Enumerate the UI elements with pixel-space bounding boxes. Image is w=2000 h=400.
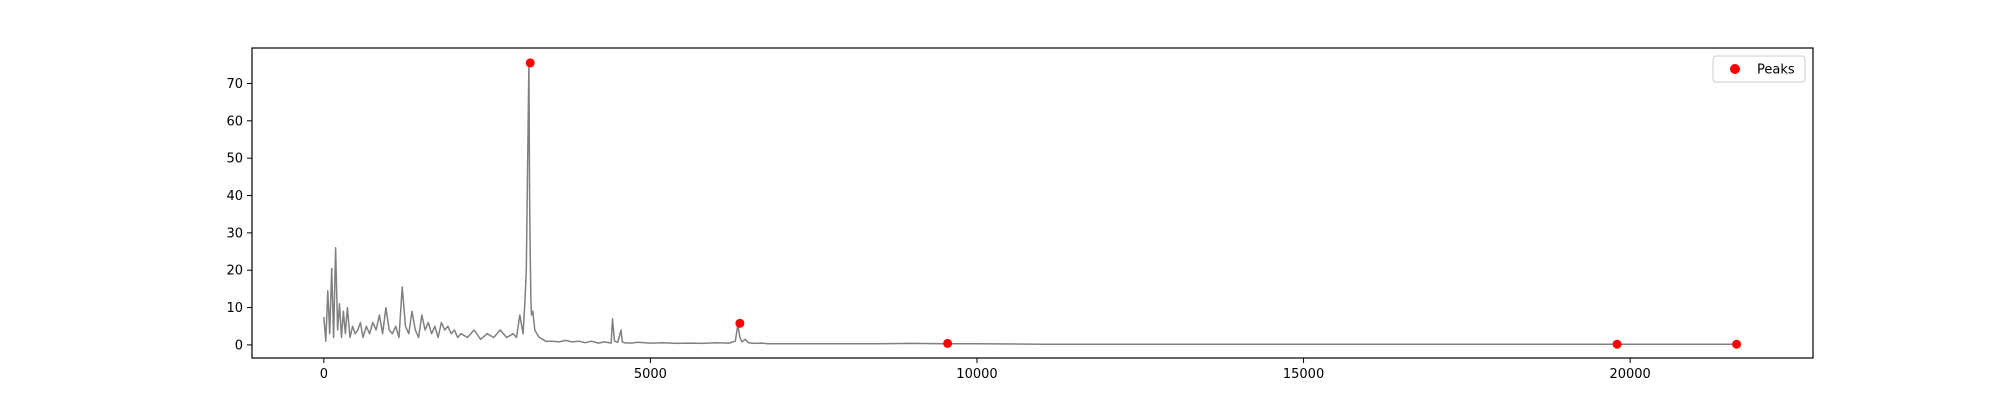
legend: Peaks	[1712, 55, 1806, 83]
y-tick-label: 60	[226, 114, 243, 129]
peak-point	[525, 58, 535, 68]
x-tick-label: 0	[320, 367, 328, 382]
legend-marker-peaks	[1730, 64, 1740, 74]
peak-point	[1732, 339, 1742, 349]
y-axis: 0 10 20 30 40 50 60 70	[226, 77, 252, 353]
y-tick-label: 0	[235, 338, 243, 353]
x-tick-label: 10000	[956, 367, 997, 382]
peak-point	[1612, 339, 1622, 349]
axes-frame	[251, 47, 1814, 359]
y-tick-label: 10	[226, 301, 243, 316]
signal-line	[323, 62, 1737, 345]
legend-label-peaks: Peaks	[1757, 63, 1795, 78]
y-tick-label: 20	[226, 264, 243, 279]
peak-point	[735, 318, 745, 328]
y-tick-label: 50	[226, 152, 243, 167]
y-tick-label: 70	[226, 77, 243, 92]
x-tick-label: 5000	[634, 367, 667, 382]
legend-box	[1712, 55, 1806, 83]
y-tick-label: 30	[226, 226, 243, 241]
plot-area	[323, 58, 1742, 349]
x-axis: 0 5000 10000 15000 20000	[320, 358, 1651, 382]
x-tick-label: 15000	[1283, 367, 1324, 382]
y-tick-label: 40	[226, 189, 243, 204]
x-tick-label: 20000	[1609, 367, 1650, 382]
peak-point	[943, 338, 953, 348]
